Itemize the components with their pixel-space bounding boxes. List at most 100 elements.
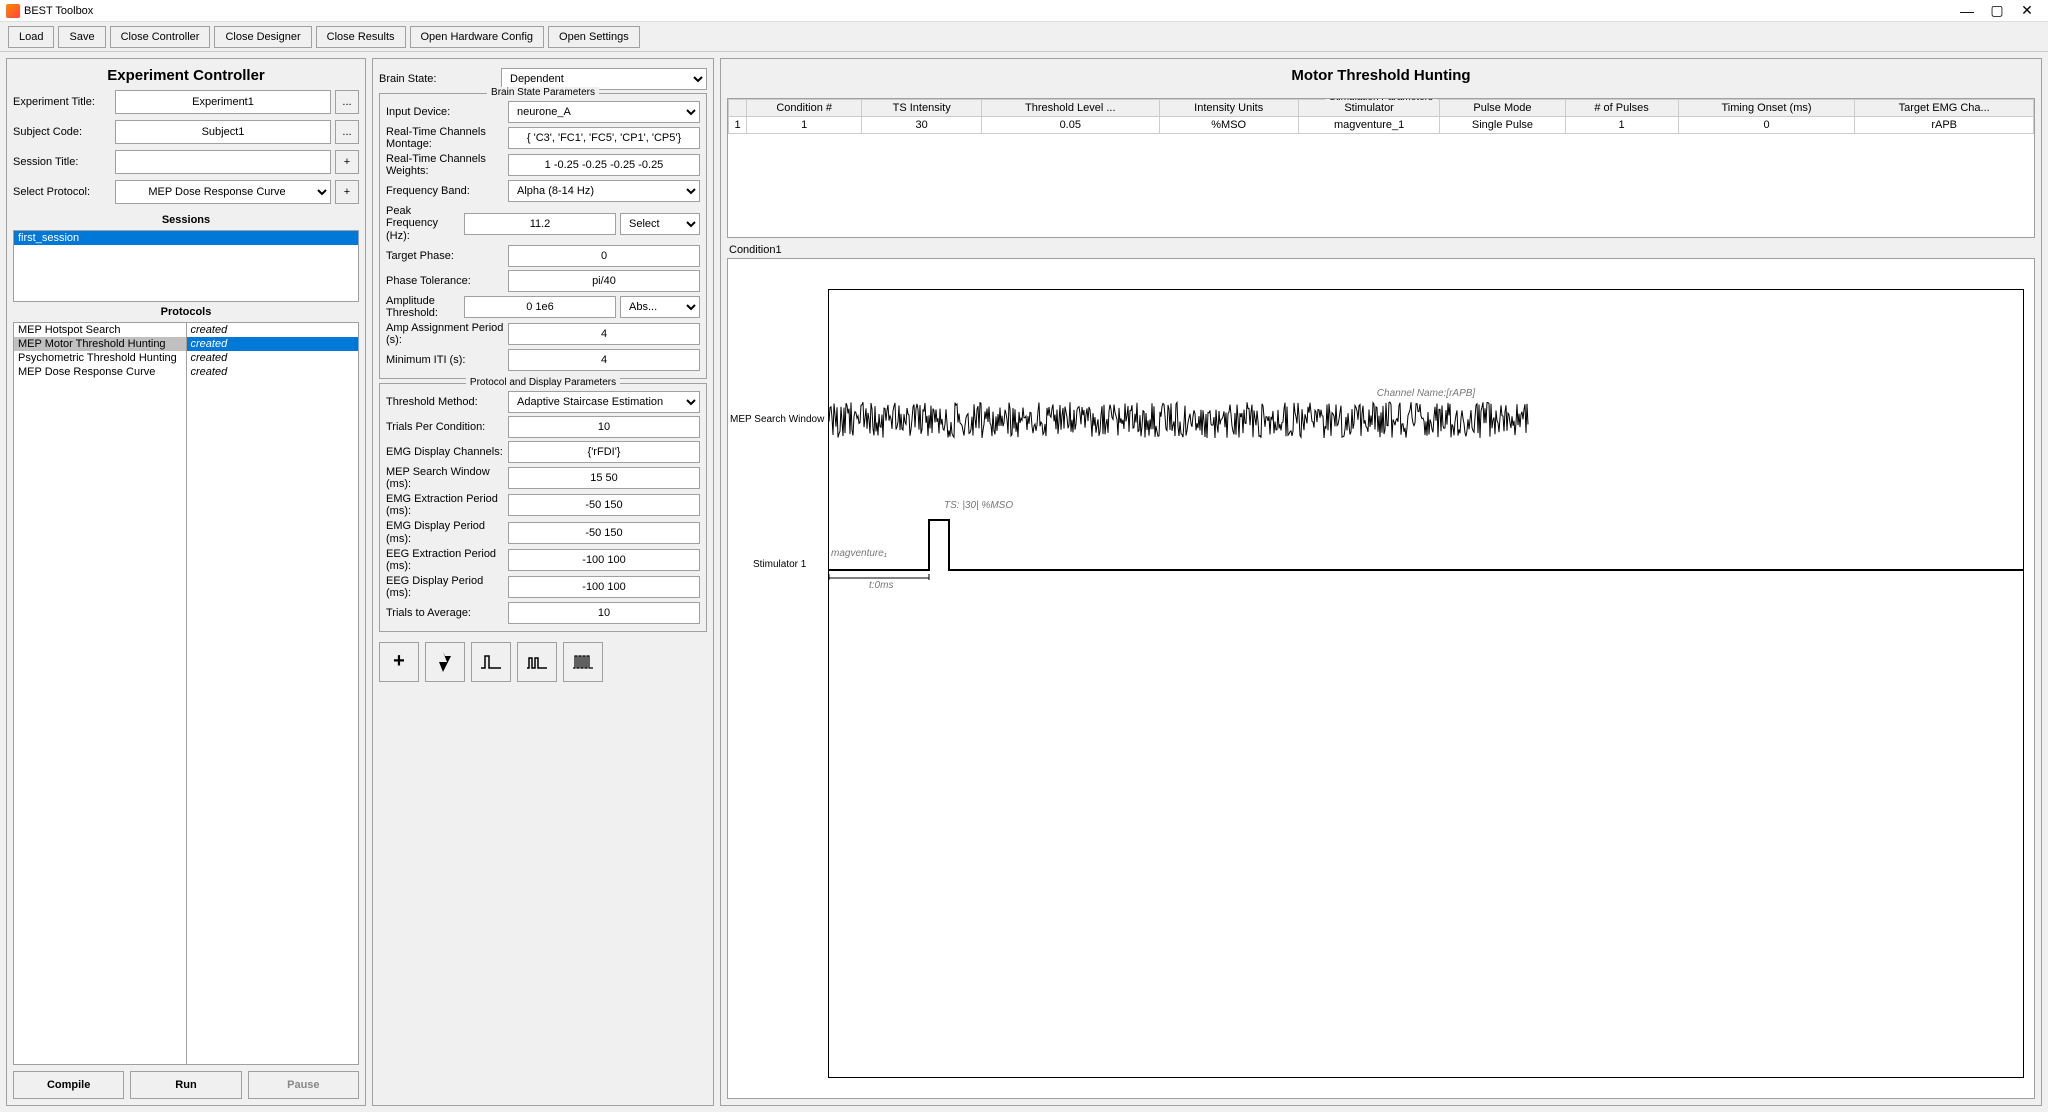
plot-inner: Channel Name:[rAPB] TS: |30| %MSO magven… (828, 289, 2024, 1078)
list-item[interactable]: MEP Motor Threshold Hunting (14, 337, 186, 351)
weights-label: Real-Time Channels Weights: (386, 153, 504, 177)
session-add-button[interactable]: + (335, 150, 359, 174)
list-item: created (187, 351, 359, 365)
protocol-display-parameters-fieldset: Protocol and Display Parameters Threshol… (379, 383, 707, 632)
peak-freq-select[interactable]: Select (620, 213, 700, 235)
amp-thresh-input[interactable] (464, 296, 616, 318)
amp-assign-input[interactable] (508, 323, 700, 345)
emg-disp-ch-label: EMG Display Channels: (386, 446, 504, 458)
paired-pulse-icon[interactable] (471, 642, 511, 682)
amp-thresh-label: Amplitude Threshold: (386, 295, 460, 319)
experiment-title-input[interactable] (115, 90, 331, 114)
t0-label: t:0ms (869, 580, 893, 591)
sessions-listbox[interactable]: first_session (13, 230, 359, 302)
sessions-header: Sessions (13, 214, 359, 226)
montage-input[interactable] (508, 127, 700, 149)
eeg-ext-input[interactable] (508, 549, 700, 571)
brain-state-parameters-fieldset: Brain State Parameters Input Device:neur… (379, 93, 707, 379)
protocol-add-button[interactable]: + (335, 180, 359, 204)
brain-state-label: Brain State: (379, 73, 497, 85)
target-phase-label: Target Phase: (386, 250, 504, 262)
add-condition-button[interactable]: + (379, 642, 419, 682)
mep-search-label: MEP Search Window (ms): (386, 466, 504, 490)
list-item[interactable]: MEP Hotspot Search (14, 323, 186, 337)
session-title-label: Session Title: (13, 156, 111, 168)
parameters-panel: Brain State: Dependent Brain State Param… (372, 58, 714, 1106)
peak-freq-label: Peak Frequency (Hz): (386, 205, 460, 241)
emg-disp-input[interactable] (508, 522, 700, 544)
motor-threshold-panel: Motor Threshold Hunting Stimulation Para… (720, 58, 2042, 1106)
montage-label: Real-Time Channels Montage: (386, 126, 504, 150)
list-item[interactable]: Psychometric Threshold Hunting (14, 351, 186, 365)
emg-disp-label: EMG Display Period (ms): (386, 520, 504, 544)
pdp-legend: Protocol and Display Parameters (466, 377, 620, 388)
mep-search-input[interactable] (508, 467, 700, 489)
weights-input[interactable] (508, 154, 700, 176)
pulse-waveform (829, 510, 2023, 580)
single-pulse-icon[interactable] (425, 642, 465, 682)
compile-button[interactable]: Compile (13, 1071, 124, 1099)
experiment-title-label: Experiment Title: (13, 96, 111, 108)
eeg-disp-label: EEG Display Period (ms): (386, 575, 504, 599)
emg-ext-input[interactable] (508, 494, 700, 516)
input-device-select[interactable]: neurone_A (508, 101, 700, 123)
list-item[interactable]: MEP Dose Response Curve (14, 365, 186, 379)
minimize-button[interactable]: — (1952, 3, 1982, 19)
phase-tol-label: Phase Tolerance: (386, 275, 504, 287)
experiment-controller-header: Experiment Controller (13, 67, 359, 84)
experiment-title-more-button[interactable]: ... (335, 90, 359, 114)
maximize-button[interactable]: ▢ (1982, 2, 2012, 19)
close-results-button[interactable]: Close Results (316, 26, 406, 48)
eeg-disp-input[interactable] (508, 576, 700, 598)
min-iti-input[interactable] (508, 349, 700, 371)
burst-pulse-icon[interactable] (517, 642, 557, 682)
table-legend: Stimulation Parameters (1325, 98, 1437, 103)
input-device-label: Input Device: (386, 106, 504, 118)
toolbar: Load Save Close Controller Close Designe… (0, 22, 2048, 52)
bsp-legend: Brain State Parameters (487, 87, 599, 98)
load-button[interactable]: Load (8, 26, 54, 48)
session-title-input[interactable] (115, 150, 331, 174)
trials-cond-input[interactable] (508, 416, 700, 438)
protocols-status-listbox[interactable]: created created created created (186, 322, 360, 1065)
close-button[interactable]: ✕ (2012, 2, 2042, 19)
mep-search-window-label: MEP Search Window (730, 414, 824, 425)
protocols-listbox[interactable]: MEP Hotspot Search MEP Motor Threshold H… (13, 322, 186, 1065)
list-item: created (187, 365, 359, 379)
channel-name-label: Channel Name:[rAPB] (1377, 388, 1475, 399)
select-protocol-dropdown[interactable]: MEP Dose Response Curve (115, 180, 331, 204)
app-icon (6, 4, 20, 18)
titlebar: BEST Toolbox — ▢ ✕ (0, 0, 2048, 22)
min-iti-label: Minimum ITI (s): (386, 354, 504, 366)
open-hardware-config-button[interactable]: Open Hardware Config (410, 26, 545, 48)
emg-disp-ch-input[interactable] (508, 441, 700, 463)
thresh-method-label: Threshold Method: (386, 396, 504, 408)
window-title: BEST Toolbox (24, 5, 1952, 17)
close-designer-button[interactable]: Close Designer (214, 26, 311, 48)
waveform-iconbar: + (379, 642, 707, 682)
stimulation-parameters-table[interactable]: Stimulation Parameters Condition #TS Int… (727, 98, 2035, 238)
freq-band-select[interactable]: Alpha (8-14 Hz) (508, 180, 700, 202)
amp-thresh-select[interactable]: Abs... (620, 296, 700, 318)
run-button[interactable]: Run (130, 1071, 241, 1099)
phase-tol-input[interactable] (508, 270, 700, 292)
train-pulse-icon[interactable] (563, 642, 603, 682)
pause-button[interactable]: Pause (248, 1071, 359, 1099)
save-button[interactable]: Save (58, 26, 105, 48)
close-controller-button[interactable]: Close Controller (110, 26, 211, 48)
subject-code-input[interactable] (115, 120, 331, 144)
eeg-ext-label: EEG Extraction Period (ms): (386, 548, 504, 572)
subject-code-label: Subject Code: (13, 126, 111, 138)
condition-tab[interactable]: Condition1 (729, 244, 2035, 256)
peak-freq-input[interactable] (464, 213, 616, 235)
list-item[interactable]: first_session (14, 231, 358, 245)
thresh-method-select[interactable]: Adaptive Staircase Estimation (508, 391, 700, 413)
motor-threshold-header: Motor Threshold Hunting (727, 67, 2035, 84)
subject-code-more-button[interactable]: ... (335, 120, 359, 144)
trials-avg-input[interactable] (508, 602, 700, 624)
open-settings-button[interactable]: Open Settings (548, 26, 640, 48)
target-phase-input[interactable] (508, 245, 700, 267)
protocols-header: Protocols (13, 306, 359, 318)
select-protocol-label: Select Protocol: (13, 186, 111, 198)
list-item: created (187, 323, 359, 337)
